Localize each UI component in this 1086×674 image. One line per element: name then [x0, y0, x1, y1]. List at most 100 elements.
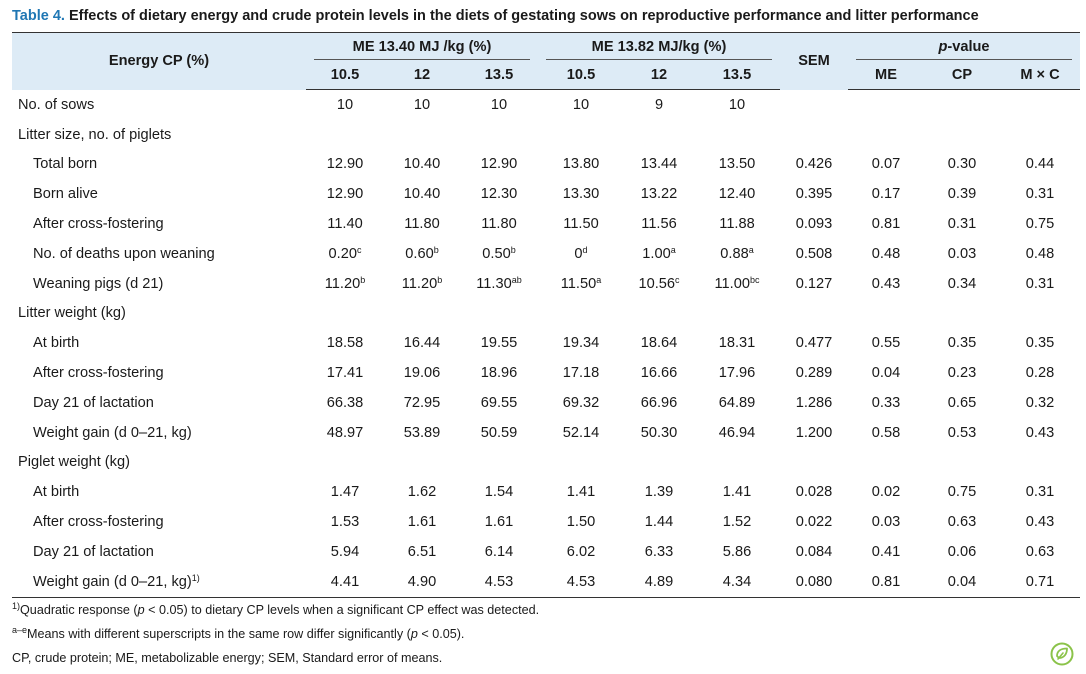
table-body: No. of sows 10 10 10 10 9 10 Litter size, no. o…	[12, 90, 1080, 598]
value-cell: 19.06	[403, 365, 441, 382]
value-cell: 4.53	[566, 573, 596, 590]
pvalue-cell: 0.63	[1025, 543, 1055, 560]
pvalue-cell: 0.02	[871, 484, 901, 501]
value-cell: 69.32	[562, 394, 600, 411]
value-cell: 11.80	[481, 216, 517, 233]
value-cell: 64.89	[718, 394, 756, 411]
pvalue-cell: 0.55	[871, 335, 901, 352]
value-cell: 0.60b	[405, 244, 439, 262]
pvalue-cell: 0.23	[947, 365, 977, 382]
value-cell: 1.44	[644, 514, 674, 531]
value-cell: 12.40	[718, 186, 756, 203]
value-cell: 18.96	[480, 365, 518, 382]
value-cell: 18.64	[640, 335, 678, 352]
table-row: At birth 18.58 16.44 19.55 19.34 18.64 18.31 0.…	[12, 328, 1080, 358]
value-cell: 0.88a	[720, 244, 754, 262]
value-cell: 0d	[574, 244, 588, 262]
row-label: Weight gain (d 0–21, kg)1)	[33, 572, 200, 590]
value-cell: 0.50b	[482, 244, 516, 262]
pvalue-cell	[848, 299, 924, 329]
row-label: Born alive	[33, 186, 98, 203]
value-cell: 10	[490, 96, 508, 113]
pvalue-cell: 0.17	[871, 186, 901, 203]
footnote-3: CP, crude protein; ME, metabolizable ene…	[12, 651, 443, 665]
significance-letter: a	[748, 244, 754, 255]
row-label: After cross-fostering	[33, 365, 164, 382]
value-cell: 1.39	[644, 484, 674, 501]
value-cell: 18.31	[718, 335, 756, 352]
level-header: 13.5	[460, 60, 538, 90]
value-cell: 11.30ab	[476, 274, 522, 292]
significance-letter: d	[582, 244, 588, 255]
value-cell: 19.55	[480, 335, 518, 352]
value-cell: 1.61	[484, 514, 514, 531]
pvalue-cell: 0.41	[871, 543, 901, 560]
pvalue-cell	[1000, 90, 1080, 120]
value-cell: 12.90	[480, 156, 518, 173]
value-cell: 1.47	[330, 484, 360, 501]
footnote-2: a–eMeans with different superscripts in …	[12, 625, 465, 642]
pvalue-cell: 0.43	[1025, 514, 1055, 531]
significance-letter: b	[433, 244, 439, 255]
row-label: After cross-fostering	[33, 216, 164, 233]
pvalue-cell	[848, 448, 924, 478]
value-cell: 12.90	[326, 186, 364, 203]
value-cell: 46.94	[718, 424, 756, 441]
value-cell: 50.30	[640, 424, 678, 441]
value-cell: 4.34	[722, 573, 752, 590]
sem-cell: 0.084	[795, 543, 833, 560]
table-row: Weight gain (d 0–21, kg) 48.97 53.89 50.59 5…	[12, 418, 1080, 448]
value-cell: 16.44	[403, 335, 441, 352]
row-label: Litter size, no. of piglets	[18, 126, 172, 143]
table-caption: Table 4. Effects of dietary energy and c…	[12, 8, 979, 24]
value-cell	[694, 448, 780, 478]
value-cell: 6.02	[566, 543, 596, 560]
pvalue-cell: 0.04	[947, 573, 977, 590]
value-cell: 1.50	[566, 514, 596, 531]
pvalue-cell: 0.39	[947, 186, 977, 203]
value-cell: 52.14	[562, 424, 600, 441]
value-cell: 11.50a	[560, 274, 602, 292]
value-cell: 13.44	[640, 156, 678, 173]
value-cell: 1.61	[407, 514, 437, 531]
pvalue-col-header: CP	[924, 60, 1000, 90]
value-cell: 16.66	[640, 365, 678, 382]
value-cell: 11.50	[563, 216, 599, 233]
value-cell: 11.56	[641, 216, 677, 233]
row-label: Total born	[33, 156, 98, 173]
value-cell: 17.41	[326, 365, 364, 382]
sem-cell: 0.426	[795, 156, 833, 173]
row-label: No. of sows	[18, 96, 95, 113]
value-cell: 11.00bc	[714, 274, 760, 292]
pvalue-cell	[1000, 448, 1080, 478]
value-cell: 0.20c	[328, 244, 362, 262]
sem-cell: 0.289	[795, 365, 833, 382]
pvalue-cell: 0.07	[871, 156, 901, 173]
table-row: Day 21 of lactation 66.38 72.95 69.55 69.32 6…	[12, 388, 1080, 418]
value-cell: 19.34	[562, 335, 600, 352]
pvalue-cell	[924, 299, 1000, 329]
value-cell: 1.41	[722, 484, 752, 501]
pvalue-cell: 0.35	[1025, 335, 1055, 352]
table-row: No. of sows 10 10 10 10 9 10	[12, 90, 1080, 120]
value-cell	[384, 448, 460, 478]
significance-letter: b	[437, 274, 443, 285]
sem-cell: 0.477	[795, 335, 833, 352]
footnote-marker: 1)	[191, 572, 200, 583]
value-cell	[460, 120, 538, 150]
value-cell	[624, 299, 694, 329]
pvalue-cell: 0.81	[871, 216, 901, 233]
value-cell	[538, 448, 624, 478]
significance-letter: a	[670, 244, 676, 255]
row-label: No. of deaths upon weaning	[33, 245, 215, 262]
pvalue-cell: 0.31	[1025, 275, 1055, 292]
value-cell: 1.41	[566, 484, 596, 501]
pvalue-cell	[924, 120, 1000, 150]
table-row: Weight gain (d 0–21, kg)1) 4.41 4.90 4.53 4.…	[12, 567, 1080, 597]
value-cell: 10.40	[403, 186, 441, 203]
value-cell	[538, 299, 624, 329]
pvalue-cell: 0.65	[947, 394, 977, 411]
value-cell	[624, 448, 694, 478]
pvalue-cell: 0.03	[947, 245, 977, 262]
value-cell: 13.80	[562, 156, 600, 173]
